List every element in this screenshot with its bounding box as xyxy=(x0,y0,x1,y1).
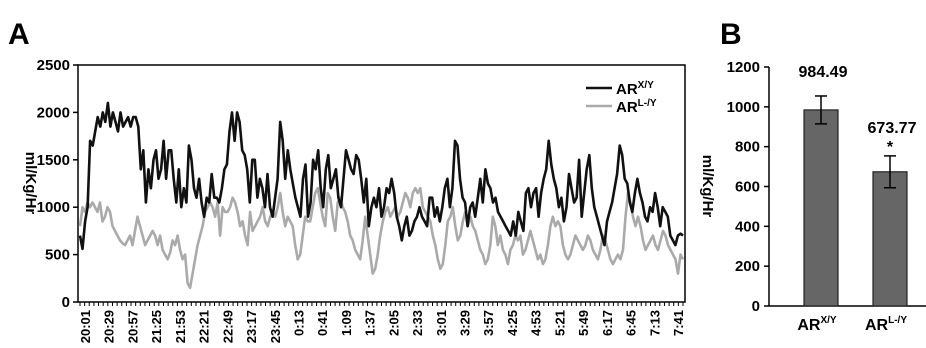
y-tick-label-b: 200 xyxy=(735,258,760,275)
y-tick-label-a: 2000 xyxy=(37,104,70,121)
x-tick-label-a: 0:13 xyxy=(291,310,306,336)
value-label: 673.77 xyxy=(868,120,917,137)
x-tick-label-a: 1:09 xyxy=(339,310,354,336)
x-tick-label-a: 3:57 xyxy=(481,310,496,336)
x-tick-label-a: 6:45 xyxy=(624,310,639,336)
x-tick-label-a: 22:49 xyxy=(220,310,235,343)
y-axis-a: 0 500 1000 1500 2000 2500 xyxy=(37,57,78,311)
legend-label: ARL-/Y xyxy=(616,98,657,116)
category-label: ARL-/Y xyxy=(865,315,907,334)
y-tick-label-b: 0 xyxy=(752,298,760,315)
y-tick-label-b: 400 xyxy=(735,218,760,235)
bar xyxy=(872,171,908,307)
y-tick-label-b: 800 xyxy=(735,139,760,156)
series-line-ar-ly xyxy=(78,186,685,290)
x-tick-label-a: 21:53 xyxy=(173,310,188,343)
y-tick-label-a: 0 xyxy=(62,294,70,311)
x-tick-label-a: 20:01 xyxy=(78,310,93,343)
y-tick-label-b: 1000 xyxy=(727,99,760,116)
x-tick-label-a: 20:57 xyxy=(125,310,140,343)
line-chart-panel-a: 0 500 1000 1500 2000 2500 20:01 20:29 20:57 21:2… xyxy=(22,57,686,343)
series-group-a xyxy=(78,101,685,290)
y-axis-label-b: ml/Kg/Hr xyxy=(699,155,716,218)
x-tick-label-a: 3:01 xyxy=(434,310,449,336)
x-tick-label-a: 1:37 xyxy=(363,310,378,336)
x-tick-label-a: 23:17 xyxy=(244,310,259,343)
y-tick-label-b: 600 xyxy=(735,179,760,196)
bar xyxy=(803,109,839,307)
x-tick-label-a: 5:49 xyxy=(576,310,591,336)
x-tick-label-a: 2:33 xyxy=(410,310,425,336)
y-tick-label-a: 1000 xyxy=(37,199,70,216)
x-tick-label-a: 2:05 xyxy=(386,310,401,336)
x-tick-label-a: 20:29 xyxy=(102,310,117,343)
y-tick-label-a: 1500 xyxy=(37,152,70,169)
y-axis-b: 0 200 400 600 800 1000 1200 xyxy=(727,59,769,315)
y-tick-label-b: 1200 xyxy=(727,59,760,76)
x-tick-label-a: 0:41 xyxy=(315,310,330,336)
y-tick-label-a: 500 xyxy=(45,247,70,264)
x-tick-label-a: 7:13 xyxy=(647,310,662,336)
x-tick-label-a: 21:25 xyxy=(149,310,164,343)
y-axis-label-a: ml/Kg/Hr xyxy=(22,152,39,215)
value-label: 984.49 xyxy=(799,64,848,81)
x-tick-label-a: 7:41 xyxy=(671,310,686,336)
bar-chart-panel-b: 0 200 400 600 800 1000 1200 ml/Kg/Hr 984.49 ARX… xyxy=(699,59,926,334)
x-tick-label-a: 22:21 xyxy=(197,310,212,343)
x-tick-label-a: 3:29 xyxy=(458,310,473,336)
panel-b-letter: B xyxy=(720,18,742,51)
x-tick-label-a: 4:25 xyxy=(505,310,520,336)
plot-frame-a xyxy=(77,64,686,303)
x-tick-label-a: 6:17 xyxy=(600,310,615,336)
bars-group-b: 984.49 ARX/Y 673.77 * ARL-/Y xyxy=(797,64,916,334)
significance-star: * xyxy=(887,139,894,156)
x-tick-label-a: 23:45 xyxy=(268,310,283,343)
y-tick-label-a: 2500 xyxy=(37,57,70,74)
x-tick-label-a: 5:21 xyxy=(552,310,567,336)
legend-label: ARX/Y xyxy=(616,80,654,98)
panel-a-letter: A xyxy=(8,18,30,51)
category-label: ARX/Y xyxy=(797,315,837,334)
x-axis-a: 20:01 20:29 20:57 21:25 21:53 22:21 22:49 23:17… xyxy=(78,302,686,343)
series-line-ar-xy xyxy=(78,101,684,251)
x-tick-label-a: 4:53 xyxy=(529,310,544,336)
